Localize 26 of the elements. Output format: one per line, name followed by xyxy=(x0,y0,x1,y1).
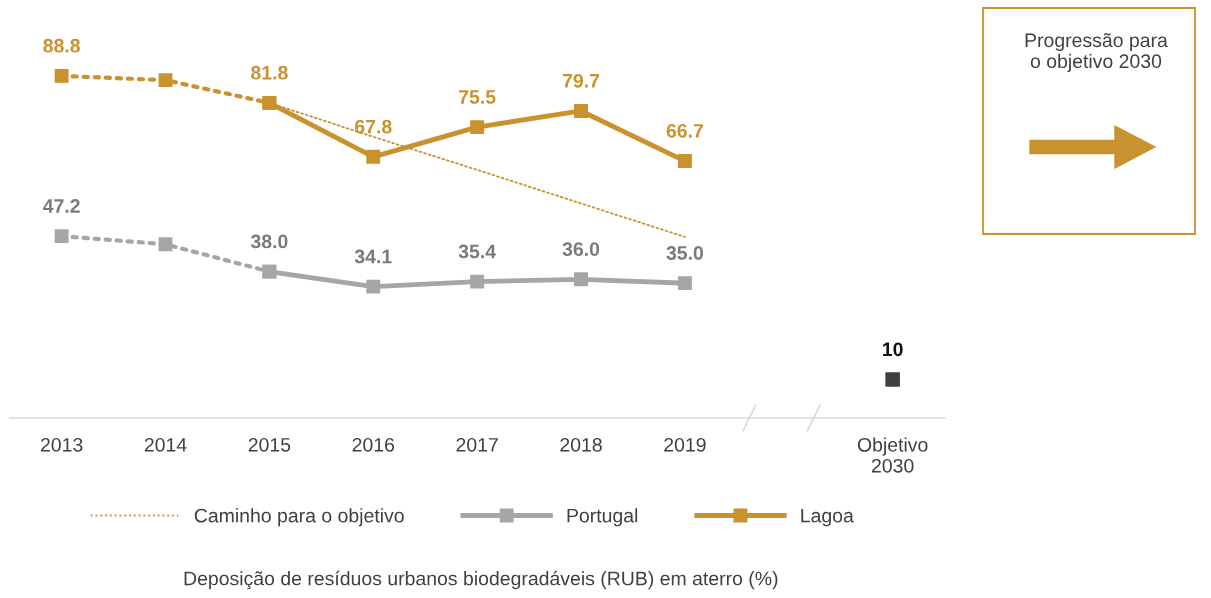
data-label: 34.1 xyxy=(354,249,392,264)
data-label: 36.0 xyxy=(562,242,600,257)
x-tick-label: 2015 xyxy=(248,437,291,452)
data-label: 10 xyxy=(883,342,903,357)
data-label: 81.8 xyxy=(251,65,288,80)
data-label: 88.8 xyxy=(43,38,80,53)
data-label: 79.7 xyxy=(562,73,600,88)
text: Progressão para o objetivo 2030 xyxy=(1025,33,1168,72)
legend-label: Portugal xyxy=(567,508,638,527)
x-tick-label: 2019 xyxy=(664,437,706,452)
x-tick-label: 2018 xyxy=(560,437,602,452)
data-label: 35.0 xyxy=(666,246,704,260)
data-label: 47.2 xyxy=(43,199,80,213)
x-tick-label: 2013 xyxy=(40,437,83,452)
x-tick-label: Objetivo 2030 xyxy=(857,437,928,473)
legend-label: Lagoa xyxy=(801,508,854,527)
x-tick-label: 2016 xyxy=(352,437,395,452)
text: Deposição de resíduos urbanos biodegradáveis (RUB) em aterro (%) xyxy=(184,570,778,590)
data-label: 35.4 xyxy=(458,244,496,259)
x-tick-label: 2014 xyxy=(144,437,187,452)
data-label: 67.8 xyxy=(355,119,392,134)
data-label: 75.5 xyxy=(459,90,496,104)
data-label: 66.7 xyxy=(666,123,703,138)
legend-label: Caminho para o objetivo xyxy=(194,508,404,527)
x-tick-label: 2017 xyxy=(456,437,498,452)
data-label: 38.0 xyxy=(250,234,288,249)
